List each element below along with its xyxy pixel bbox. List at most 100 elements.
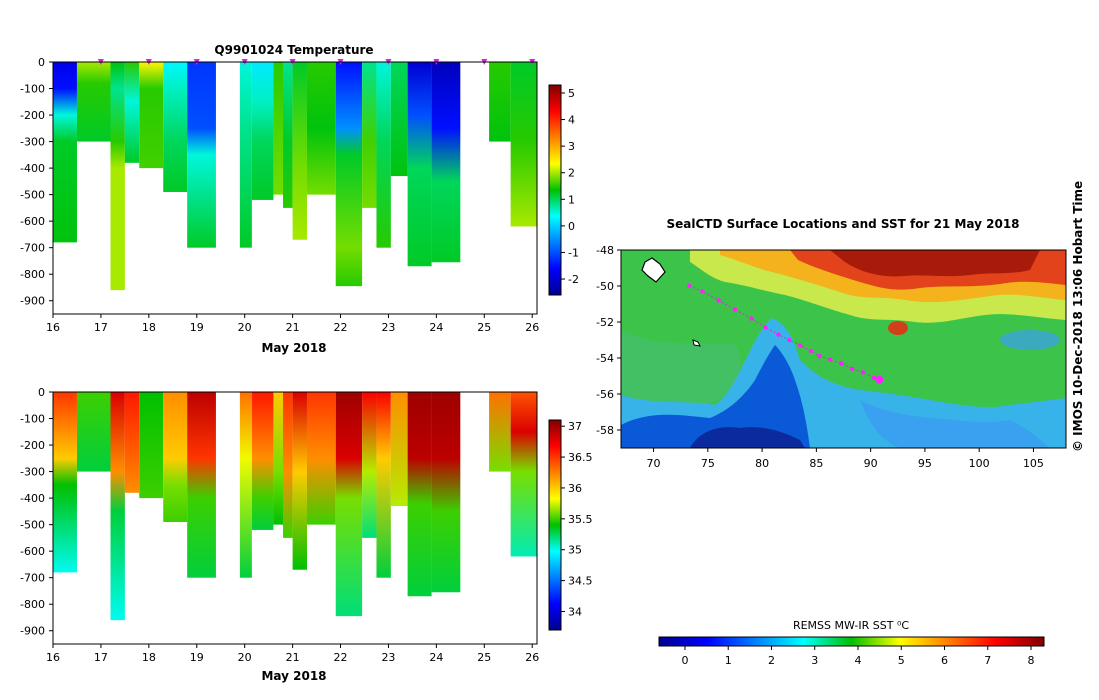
y-tick-label: 0 <box>38 386 45 399</box>
kerguelen-island-shape <box>641 257 666 283</box>
y-tick-label: -400 <box>20 492 45 505</box>
profile-column <box>163 62 188 192</box>
y-tick-label: -200 <box>20 109 45 122</box>
profile-column <box>376 62 391 248</box>
track-point <box>763 325 768 330</box>
map-x-tick-label: 105 <box>1023 457 1044 470</box>
x-tick-label: 20 <box>238 651 252 664</box>
profile-column <box>76 392 111 472</box>
salinity-colorbar-ticks: 37 36.5 36 35.5 35 34.5 34 <box>561 420 593 618</box>
x-tick-label: 17 <box>94 651 108 664</box>
map-x-tick-label: 85 <box>809 457 823 470</box>
track-point <box>839 361 844 366</box>
seal-track <box>687 283 884 384</box>
track-point <box>860 370 866 375</box>
map-x-tick-label: 100 <box>969 457 990 470</box>
x-tick-label: 21 <box>286 321 300 334</box>
x-tick-label: 19 <box>190 651 204 664</box>
sst-colorbar-tick-label: 7 <box>984 654 991 667</box>
profile-column <box>306 62 336 195</box>
track-point <box>808 348 814 353</box>
colorbar-tick-label: 0 <box>568 220 575 233</box>
y-tick-label: 0 <box>38 56 45 69</box>
y-tick-label: -800 <box>20 268 45 281</box>
x-tick-label: 20 <box>238 321 252 334</box>
profile-column <box>139 62 164 169</box>
track-point <box>797 343 803 348</box>
profile-column <box>407 392 432 597</box>
temperature-xticks: 16 17 18 19 20 21 22 23 24 25 26 <box>46 314 539 334</box>
profile-column <box>292 392 307 570</box>
track-point <box>787 337 792 343</box>
sst-colorbar-tick-label: 5 <box>898 654 905 667</box>
x-tick-label: 17 <box>94 321 108 334</box>
profile-column <box>239 392 252 578</box>
profile-column <box>283 62 293 208</box>
salinity-profiles <box>53 392 537 621</box>
colorbar-tick-label: 5 <box>568 87 575 100</box>
profile-column <box>362 62 377 208</box>
x-tick-label: 18 <box>142 321 156 334</box>
map-axes-frame <box>620 249 1067 449</box>
temperature-xlabel: May 2018 <box>261 341 326 355</box>
temperature-title: Q9901024 Temperature <box>214 43 373 57</box>
profile-column <box>251 392 274 530</box>
map-x-tick-label: 70 <box>647 457 661 470</box>
salinity-panel: 16 17 18 19 20 21 22 23 24 25 26 0 -100 -200 -300 -400… <box>20 386 592 683</box>
map-x-tick-label: 95 <box>918 457 932 470</box>
salinity-axes-frame <box>52 391 538 645</box>
sst-colorbar-label: REMSS MW-IR SST ⁰C <box>793 619 909 632</box>
y-tick-label: -100 <box>20 413 45 426</box>
sst-map-panel: SealCTD Surface Locations and SST for 21… <box>596 217 1067 667</box>
colorbar-tick-label: 34 <box>568 605 582 618</box>
map-y-tick-label: -58 <box>596 424 614 437</box>
profile-column <box>110 62 125 291</box>
profile-column <box>510 62 537 227</box>
profile-column <box>139 392 164 499</box>
salinity-xlabel: May 2018 <box>261 669 326 683</box>
sst-colorbar-ticks: 0 1 2 3 4 5 6 7 8 <box>681 646 1035 667</box>
profile-column <box>239 62 252 248</box>
y-tick-label: -800 <box>20 598 45 611</box>
y-tick-label: -600 <box>20 545 45 558</box>
sst-colorbar-tick-label: 6 <box>941 654 948 667</box>
profile-column <box>390 62 408 177</box>
colorbar-tick-label: 3 <box>568 140 575 153</box>
map-y-tick-label: -54 <box>596 352 614 365</box>
track-point <box>817 354 822 359</box>
salinity-yticks: 0 -100 -200 -300 -400 -500 -600 -700 -800 -900 <box>20 386 53 638</box>
colorbar-tick-label: 36.5 <box>568 451 593 464</box>
colorbar-tick-label: 2 <box>568 167 575 180</box>
track-point <box>716 298 721 303</box>
y-tick-label: -600 <box>20 215 45 228</box>
profile-column <box>273 392 284 525</box>
track-point <box>749 316 754 321</box>
x-tick-label: 24 <box>429 321 443 334</box>
x-tick-label: 18 <box>142 651 156 664</box>
x-tick-label: 25 <box>477 651 491 664</box>
temperature-panel: Q9901024 Temperature 16 17 18 19 20 21 22 23 24 2… <box>20 43 579 355</box>
profile-column <box>335 62 363 287</box>
x-tick-label: 16 <box>46 651 60 664</box>
sst-colorbar-tick-label: 8 <box>1028 654 1035 667</box>
profile-column <box>362 392 377 538</box>
temperature-colorbar <box>548 84 562 296</box>
x-tick-label: 23 <box>381 321 395 334</box>
x-tick-label: 22 <box>334 651 348 664</box>
x-tick-label: 19 <box>190 321 204 334</box>
profile-column <box>124 392 140 493</box>
profile-column <box>283 392 293 538</box>
map-y-tick-label: -48 <box>596 244 614 257</box>
y-tick-label: -200 <box>20 439 45 452</box>
track-point <box>687 283 692 289</box>
profile-column <box>376 392 391 578</box>
profile-column <box>489 392 511 472</box>
heard-island-shape <box>692 339 701 347</box>
profile-column <box>273 62 284 195</box>
map-y-tick-label: -52 <box>596 316 614 329</box>
profile-column <box>390 392 408 507</box>
map-yticks: -48 -50 -52 -54 -56 -58 <box>596 244 621 437</box>
track-point <box>849 366 855 371</box>
profile-column <box>124 62 140 163</box>
